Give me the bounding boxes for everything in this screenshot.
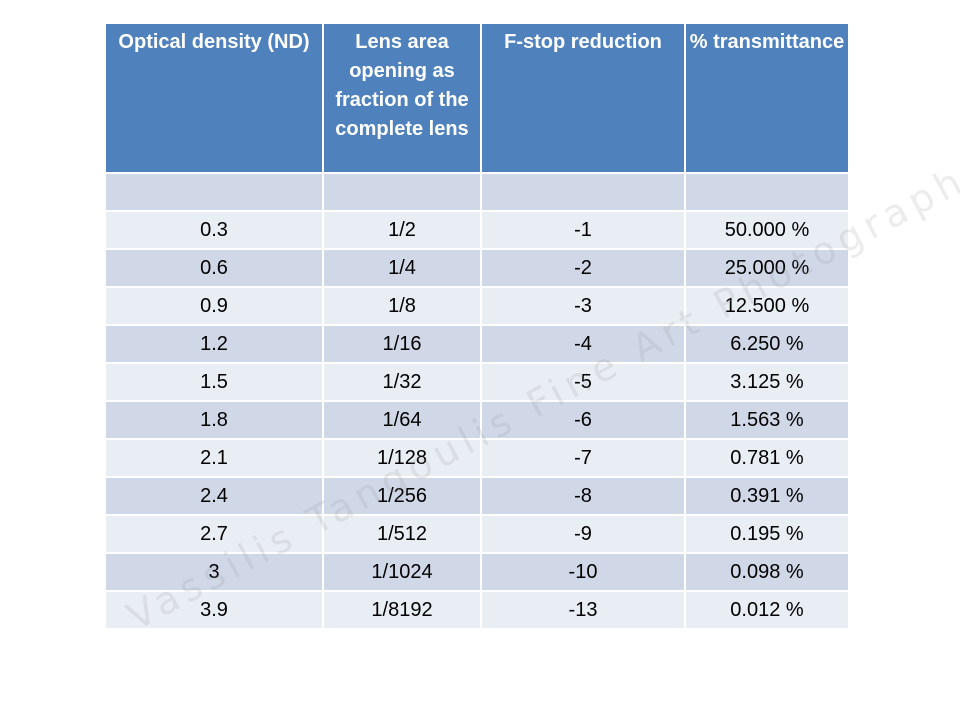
cell-optical-density: 3.9 — [104, 590, 324, 630]
cell-lens-fraction: 1/4 — [322, 248, 482, 288]
table-row: 0.9 1/8 -3 12.500 % — [104, 286, 850, 326]
cell-f-stop: -6 — [480, 400, 686, 440]
cell-f-stop: -8 — [480, 476, 686, 516]
cell-optical-density: 0.3 — [104, 210, 324, 250]
cell-transmittance: 25.000 % — [684, 248, 850, 288]
empty-cell — [480, 172, 686, 212]
table-row: 1.8 1/64 -6 1.563 % — [104, 400, 850, 440]
table-row: 3.9 1/8192 -13 0.012 % — [104, 590, 850, 630]
cell-optical-density: 2.1 — [104, 438, 324, 478]
cell-transmittance: 12.500 % — [684, 286, 850, 326]
cell-optical-density: 1.8 — [104, 400, 324, 440]
cell-transmittance: 50.000 % — [684, 210, 850, 250]
table-header-row: Optical density (ND) Lens area opening a… — [104, 22, 850, 174]
header-lens-area-fraction: Lens area opening as fraction of the com… — [322, 22, 482, 174]
table-row: 1.5 1/32 -5 3.125 % — [104, 362, 850, 402]
table-row: 2.1 1/128 -7 0.781 % — [104, 438, 850, 478]
table-row: 2.4 1/256 -8 0.391 % — [104, 476, 850, 516]
cell-f-stop: -10 — [480, 552, 686, 592]
cell-lens-fraction: 1/2 — [322, 210, 482, 250]
cell-optical-density: 2.7 — [104, 514, 324, 554]
cell-f-stop: -5 — [480, 362, 686, 402]
cell-f-stop: -1 — [480, 210, 686, 250]
header-f-stop-reduction: F-stop reduction — [480, 22, 686, 174]
cell-lens-fraction: 1/8192 — [322, 590, 482, 630]
header-transmittance: % transmittance — [684, 22, 850, 174]
cell-optical-density: 2.4 — [104, 476, 324, 516]
nd-filter-table: Optical density (ND) Lens area opening a… — [104, 22, 850, 630]
cell-f-stop: -2 — [480, 248, 686, 288]
header-optical-density: Optical density (ND) — [104, 22, 324, 174]
cell-transmittance: 6.250 % — [684, 324, 850, 364]
empty-cell — [684, 172, 850, 212]
empty-cell — [322, 172, 482, 212]
cell-optical-density: 1.5 — [104, 362, 324, 402]
cell-transmittance: 3.125 % — [684, 362, 850, 402]
cell-lens-fraction: 1/64 — [322, 400, 482, 440]
empty-cell — [104, 172, 324, 212]
cell-optical-density: 0.9 — [104, 286, 324, 326]
cell-lens-fraction: 1/128 — [322, 438, 482, 478]
cell-lens-fraction: 1/1024 — [322, 552, 482, 592]
cell-transmittance: 0.098 % — [684, 552, 850, 592]
cell-transmittance: 0.012 % — [684, 590, 850, 630]
table-row: 1.2 1/16 -4 6.250 % — [104, 324, 850, 364]
cell-transmittance: 1.563 % — [684, 400, 850, 440]
cell-lens-fraction: 1/8 — [322, 286, 482, 326]
empty-row — [104, 172, 850, 212]
table-row: 0.6 1/4 -2 25.000 % — [104, 248, 850, 288]
table-row: 2.7 1/512 -9 0.195 % — [104, 514, 850, 554]
table-row: 3 1/1024 -10 0.098 % — [104, 552, 850, 592]
cell-transmittance: 0.391 % — [684, 476, 850, 516]
cell-f-stop: -9 — [480, 514, 686, 554]
cell-f-stop: -7 — [480, 438, 686, 478]
cell-transmittance: 0.781 % — [684, 438, 850, 478]
cell-f-stop: -13 — [480, 590, 686, 630]
cell-optical-density: 0.6 — [104, 248, 324, 288]
cell-lens-fraction: 1/32 — [322, 362, 482, 402]
table-row: 0.3 1/2 -1 50.000 % — [104, 210, 850, 250]
cell-f-stop: -3 — [480, 286, 686, 326]
cell-transmittance: 0.195 % — [684, 514, 850, 554]
cell-lens-fraction: 1/256 — [322, 476, 482, 516]
cell-f-stop: -4 — [480, 324, 686, 364]
cell-lens-fraction: 1/512 — [322, 514, 482, 554]
cell-optical-density: 1.2 — [104, 324, 324, 364]
cell-optical-density: 3 — [104, 552, 324, 592]
cell-lens-fraction: 1/16 — [322, 324, 482, 364]
